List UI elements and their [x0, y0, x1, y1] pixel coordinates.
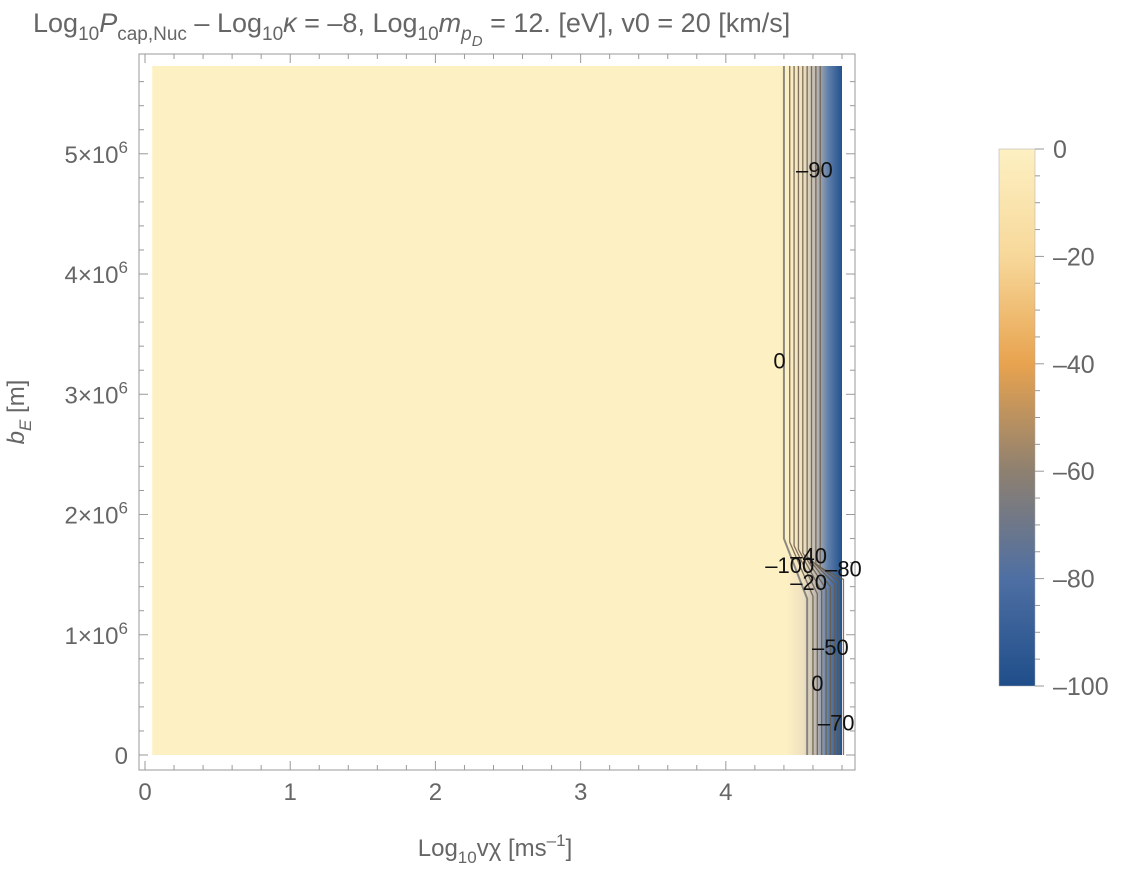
contour-line — [815, 66, 840, 755]
contour-label: –40 — [790, 543, 827, 568]
contour-line — [819, 66, 845, 755]
x-tick-label: 2 — [429, 779, 442, 806]
colorbar: 0 –20 –40 –60 –80 –100 — [998, 136, 1109, 701]
contour-line — [797, 66, 823, 755]
contour-line — [789, 66, 814, 755]
contour-line — [782, 66, 809, 755]
contour-label: 0 — [811, 671, 823, 696]
contour-line — [806, 66, 832, 755]
y-tick-label: 5×106 — [64, 138, 128, 169]
colorbar-tick-label: –60 — [1053, 458, 1095, 486]
colorbar-ticks: 0 –20 –40 –60 –80 –100 — [1035, 136, 1109, 701]
contour-label: –20 — [790, 570, 827, 595]
heatmap-transition-band — [786, 66, 842, 755]
y-axis-label: bE [m] — [3, 380, 35, 445]
contour-line — [810, 66, 836, 755]
x-tick-label: 1 — [284, 779, 297, 806]
y-axis-ticks: 0 1×106 2×106 3×106 4×106 5×106 — [64, 81, 855, 770]
colorbar-tick-label: –40 — [1053, 351, 1095, 379]
x-tick-label: 4 — [719, 779, 732, 806]
y-tick-label: 1×106 — [64, 619, 128, 650]
x-tick-label: 0 — [138, 779, 151, 806]
contour-labels: –90 0 –40–100 –80–20 –50 0 –70 — [765, 157, 862, 735]
x-tick-label: 3 — [574, 779, 587, 806]
y-tick-label: 4×106 — [64, 258, 128, 289]
heatmap-background — [152, 66, 842, 755]
colorbar-tick-label: –20 — [1053, 243, 1095, 271]
contour-line — [802, 66, 827, 755]
contour-lines — [782, 66, 845, 755]
y-tick-label: 3×106 — [64, 378, 128, 409]
colorbar-tick-label: –100 — [1053, 673, 1109, 701]
y-tick-label: 0 — [115, 743, 128, 770]
contour-label: –50 — [812, 635, 849, 660]
contour-label: –80 — [825, 557, 862, 582]
contour-label: 0 — [773, 349, 785, 374]
heatmap-field — [152, 66, 845, 755]
contour-label: –90 — [796, 157, 833, 182]
x-axis-ticks: 0 1 2 3 4 — [138, 54, 843, 806]
contour-line — [793, 66, 818, 755]
chart-title: Log10Pcap,Nuc – Log10κ = –8, Log10mpD = … — [33, 8, 790, 50]
colorbar-tick-label: 0 — [1053, 136, 1067, 164]
colorbar-tick-label: –80 — [1053, 566, 1095, 594]
y-tick-label: 2×106 — [64, 499, 128, 530]
contour-label: –70 — [818, 711, 855, 736]
colorbar-gradient — [998, 148, 1036, 687]
contour-label: –100 — [765, 553, 814, 578]
x-axis-label: Log10vχ [ms–1] — [418, 831, 573, 867]
